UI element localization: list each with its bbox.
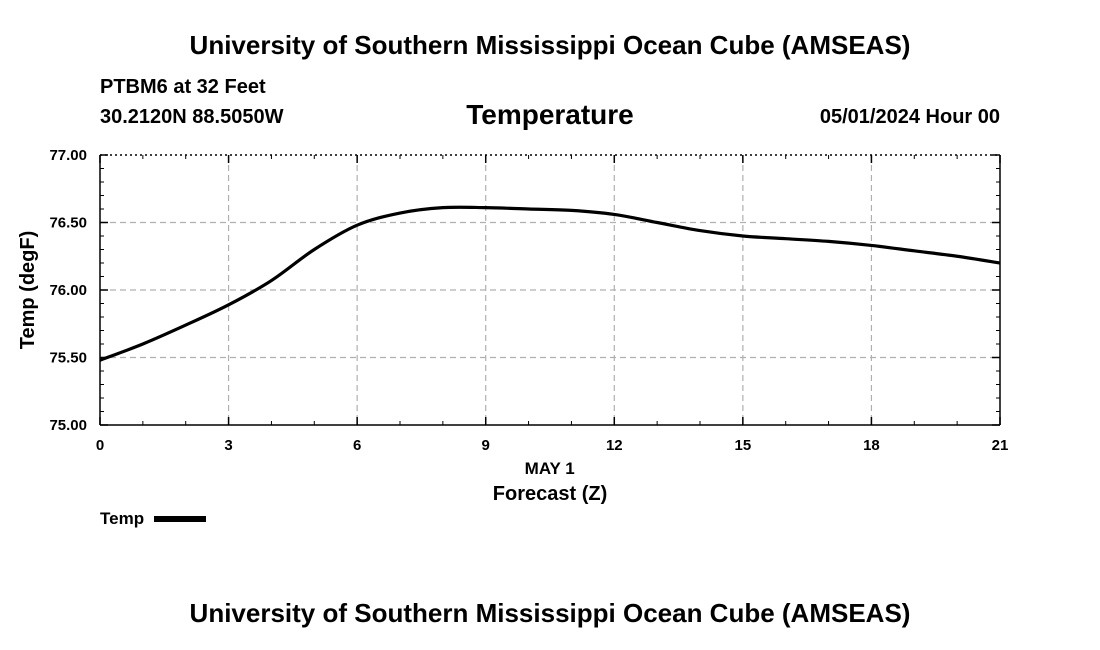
chart-legend: Temp	[100, 509, 207, 529]
footer-title: University of Southern Mississippi Ocean…	[189, 598, 911, 628]
x-tick-label: 12	[606, 437, 623, 454]
x-tick-label: 3	[224, 437, 232, 454]
x-tick-label: 9	[482, 437, 490, 454]
x-axis-title: Forecast (Z)	[493, 483, 607, 505]
chart-title-text: Temperature	[466, 99, 634, 130]
y-axis-title: Temp (degF)	[17, 231, 39, 350]
y-tick-label: 76.50	[49, 215, 87, 232]
station-label: PTBM6 at 32 Feet	[100, 76, 266, 98]
chart-title: Temperature	[0, 99, 1100, 131]
coordinates-label: 30.2120N 88.5050W	[100, 106, 284, 128]
x-tick-label: 21	[992, 437, 1009, 454]
forecast-datetime: 05/01/2024 Hour 00	[819, 106, 1000, 128]
y-tick-label: 75.50	[49, 350, 87, 367]
x-tick-label: 0	[96, 437, 104, 454]
legend-swatch	[154, 516, 207, 522]
x-tick-label: 15	[735, 437, 752, 454]
x-axis-date-label: MAY 1	[525, 459, 575, 478]
x-tick-label: 6	[353, 437, 361, 454]
series-line-temp	[99, 205, 1001, 362]
y-tick-label: 77.00	[49, 147, 87, 164]
y-tick-label: 75.00	[49, 417, 87, 434]
x-tick-label: 18	[863, 437, 880, 454]
page-title: University of Southern Mississippi Ocean…	[189, 30, 911, 60]
y-tick-label: 76.00	[49, 282, 87, 299]
legend-label: Temp	[100, 509, 145, 528]
